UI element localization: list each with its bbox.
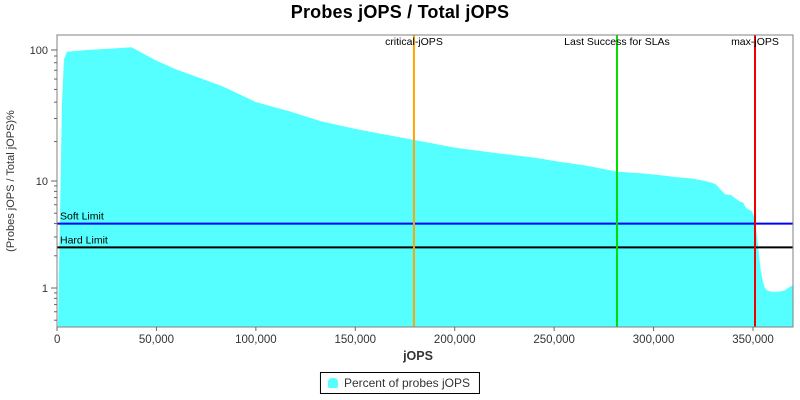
x-tick-label: 100,000 (235, 334, 277, 346)
x-tick-label: 0 (54, 334, 60, 346)
legend-swatch-icon (327, 378, 338, 388)
x-tick-label: 150,000 (334, 334, 376, 346)
area-series (58, 47, 793, 327)
legend-label: Percent of probes jOPS (343, 376, 471, 390)
vline-label: max-jOPS (731, 36, 779, 48)
hline-label: Soft Limit (60, 211, 104, 223)
x-axis: 0 50,000 100,000 150,000 200,000 250,000 300,0… (54, 327, 774, 346)
vline-max-jops: max-jOPS (731, 35, 779, 327)
hline-hard-limit: Hard Limit (57, 234, 793, 249)
x-axis-title: jOPS (402, 349, 433, 363)
x-tick-label: 50,000 (139, 334, 174, 346)
vline-label: Last Success for SLAs (564, 36, 670, 48)
x-tick-label: 200,000 (434, 334, 476, 346)
legend: Percent of probes jOPS (319, 372, 481, 394)
y-axis: 1 10 100 (30, 45, 57, 321)
vline-critical-jops: critical-jOPS (385, 35, 443, 327)
x-tick-label: 300,000 (633, 334, 675, 346)
hline-soft-limit: Soft Limit (57, 211, 793, 225)
hline-label: Hard Limit (60, 234, 108, 246)
x-tick-label: 350,000 (732, 334, 774, 346)
y-tick-label: 100 (30, 45, 48, 57)
x-tick-label: 250,000 (533, 334, 575, 346)
vline-last-success-for-slas: Last Success for SLAs (564, 35, 670, 327)
y-tick-label: 1 (42, 283, 48, 295)
y-tick-label: 10 (36, 176, 48, 188)
y-axis-title: (Probes jOPS / Total jOPS)% (5, 110, 17, 252)
vline-label: critical-jOPS (385, 36, 443, 48)
chart-title: Probes jOPS / Total jOPS (290, 2, 510, 22)
